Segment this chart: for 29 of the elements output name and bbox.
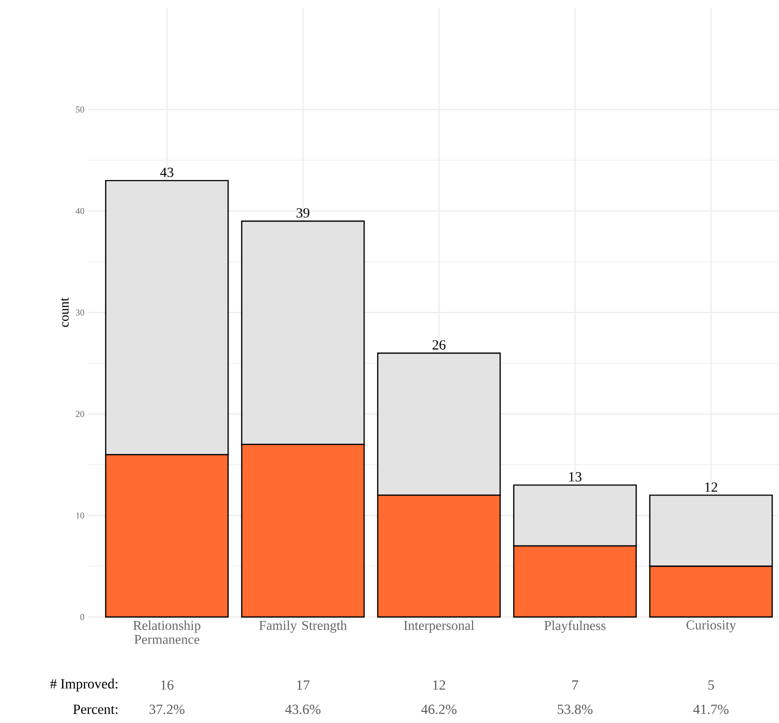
x-tick-label: Curiosity [686,620,736,632]
total-label: 13 [569,472,582,482]
y-axis-title: count [60,298,69,327]
text: 53.8% [558,704,593,714]
y-tick-label: 40 [76,208,84,214]
data-label: 16 [161,680,174,690]
text: 37.2% [150,704,184,714]
total-label: 43 [160,168,174,178]
text: 41.7% [693,704,729,714]
y-tick-label: 50 [76,106,84,113]
text: 43.6% [285,704,320,714]
data-label: 17 [297,680,310,690]
y-tick-label: 0 [80,614,84,620]
text: Percent: [73,704,118,714]
total-label: 26 [432,340,446,350]
total-label: 12 [705,482,718,492]
data-label: 12 [433,680,446,690]
y-tick-label: 30 [76,309,84,316]
text: # Improved: [50,678,118,692]
x-tick-label: Family Strength [259,620,347,633]
data-label: 5 [708,680,714,690]
data-label: 7 [572,680,578,690]
y-tick-label: 10 [76,512,84,519]
text: 46.2% [421,704,456,714]
y-tick-label: 20 [76,410,84,418]
total-label: 39 [296,208,310,218]
x-tick-label: Interpersonal [404,620,474,633]
x-tick-label: Playfulness [544,620,606,633]
x-tick-label: Relationship Permanence [133,620,200,644]
